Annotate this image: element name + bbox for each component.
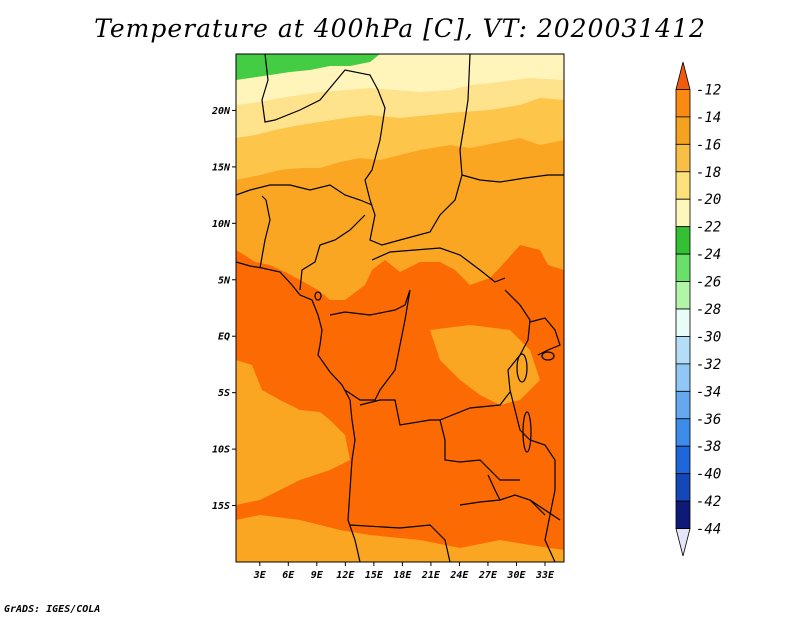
field-band-24 [236, 54, 380, 80]
colorbar-label: -32 [696, 357, 721, 373]
colorbar-segment [675, 390, 691, 420]
lat-tick-label: 15N [212, 162, 231, 173]
colorbar-label: -38 [696, 439, 721, 455]
colorbar-label: -30 [696, 329, 721, 345]
colorbar-label: -14 [696, 110, 721, 126]
map-frame [235, 53, 565, 563]
lon-tick-label: 6E [282, 570, 295, 581]
colorbar-label: -18 [696, 165, 721, 181]
colorbar-segment [675, 226, 691, 255]
colorbar-label: -12 [696, 82, 721, 98]
colorbar-label: -28 [696, 302, 721, 318]
colorbar-segment [675, 143, 691, 173]
colorbar-segment [675, 336, 691, 365]
lon-tick-label: 3E [253, 570, 267, 581]
colorbar-label: -20 [696, 192, 721, 208]
colorbar-segment [675, 473, 691, 502]
colorbar-bottom-arrow [675, 528, 691, 557]
map-title: Temperature at 400hPa [C], VT: 202003141… [94, 14, 706, 43]
lon-tick-label: 9E [311, 570, 324, 581]
field-band-16-south-patch [236, 515, 564, 562]
colorbar-label: -42 [696, 494, 721, 510]
lat-tick-label: 5N [218, 275, 231, 286]
lon-tick-label: 33E [535, 570, 555, 581]
colorbar-segment [675, 253, 691, 282]
lat-tick-label: 15S [212, 501, 230, 512]
lon-tick-label: 18E [393, 570, 412, 581]
colorbar-label: -40 [696, 467, 721, 483]
country-boundaries [236, 54, 564, 562]
grads-credit: GrADS: IGES/COLA [4, 604, 101, 615]
colorbar-label: -16 [696, 137, 721, 153]
colorbar-label: -34 [696, 384, 721, 400]
colorbar-label: -26 [696, 275, 721, 291]
colorbar-top-arrow [675, 61, 691, 90]
colorbar-segment [675, 116, 691, 145]
colorbar-segment [675, 89, 691, 118]
lat-tick-label: 10S [212, 445, 230, 456]
colorbar-segment [675, 418, 691, 447]
colorbar-segment [675, 281, 691, 310]
lon-tick-label: 24E [449, 570, 469, 581]
lon-tick-label: 12E [336, 570, 355, 581]
colorbar-segment [675, 308, 691, 337]
colorbar-segment [675, 500, 691, 529]
lon-tick-label: 15E [365, 570, 384, 581]
lat-tick-label: 20N [211, 106, 231, 117]
longitude-axis: 3E 6E 9E 12E 15E 18E 21E 24E 27E 30E 33E [253, 562, 555, 581]
lon-tick-label: 30E [506, 570, 526, 581]
latitude-axis: 20N 15N 10N 5N EQ 5S 10S 15S [211, 106, 236, 512]
colorbar-segment [675, 445, 691, 475]
colorbar-segment [675, 198, 691, 228]
field-band-16-east-patch [430, 325, 540, 405]
colorbar-label: -44 [696, 522, 721, 538]
colorbar: -12 -14 -16 -18 -20 -22 -24 -26 -28 -30 -32 -34 -36 -… [675, 61, 721, 557]
colorbar-segment [675, 171, 691, 200]
colorbar-label: -24 [696, 247, 721, 263]
lat-tick-label: 10N [212, 219, 231, 230]
field-band-16-west-patch [236, 360, 350, 505]
lat-tick-label: EQ [218, 332, 230, 343]
lon-tick-label: 21E [421, 570, 441, 581]
colorbar-segment [675, 363, 691, 392]
colorbar-label: -22 [696, 220, 721, 236]
lat-tick-label: 5S [218, 388, 230, 399]
lon-tick-label: 27E [478, 570, 498, 581]
colorbar-label: -36 [696, 412, 721, 428]
